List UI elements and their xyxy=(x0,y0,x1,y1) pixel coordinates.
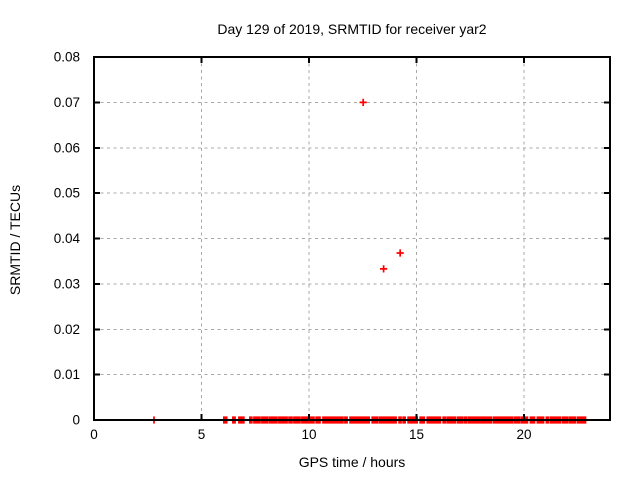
y-tick-label: 0.01 xyxy=(54,367,80,382)
y-tick-label: 0.06 xyxy=(54,140,80,155)
data-point xyxy=(380,265,388,273)
y-tick-label: 0.03 xyxy=(54,276,80,291)
x-tick-label: 10 xyxy=(301,427,316,442)
x-axis-label: GPS time / hours xyxy=(298,454,406,470)
y-tick-label: 0.04 xyxy=(54,231,81,246)
x-tick-label: 5 xyxy=(198,427,206,442)
chart-title: Day 129 of 2019, SRMTID for receiver yar… xyxy=(217,21,487,37)
x-tick-label: 20 xyxy=(516,427,531,442)
y-tick-label: 0.08 xyxy=(54,50,80,65)
grid-lines xyxy=(94,57,610,420)
data-point xyxy=(359,98,367,106)
y-tick-label: 0.07 xyxy=(54,95,80,110)
data-point xyxy=(396,249,404,257)
y-tick-label: 0.05 xyxy=(54,186,80,201)
plot-border xyxy=(93,56,611,421)
y-tick-label: 0.02 xyxy=(54,322,80,337)
axis-ticks xyxy=(93,56,610,421)
x-tick-label: 0 xyxy=(90,427,98,442)
y-axis-label: SRMTID / TECUs xyxy=(7,184,23,296)
x-tick-label: 15 xyxy=(409,427,424,442)
y-tick-label: 0 xyxy=(72,413,80,428)
